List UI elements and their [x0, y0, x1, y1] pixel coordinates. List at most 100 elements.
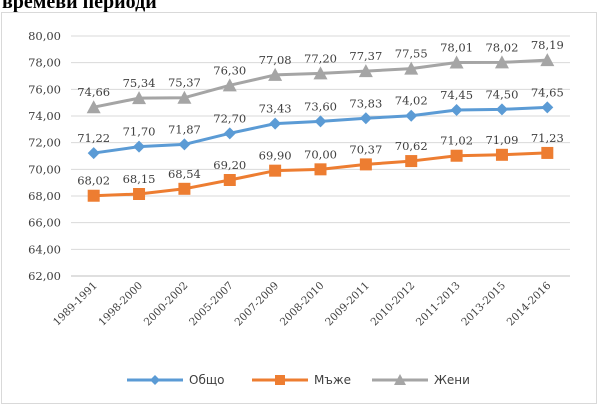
data-point-0	[405, 109, 418, 122]
data-point-0	[495, 103, 508, 116]
data-label-1: 68,02	[77, 174, 110, 188]
x-tick-label: 2013-2015	[459, 280, 508, 329]
data-point-1	[87, 189, 100, 202]
data-point-2	[494, 55, 509, 69]
y-tick-label: 68,00	[28, 189, 61, 203]
data-point-0	[541, 101, 554, 114]
legend-label-1: Мъже	[314, 373, 351, 387]
data-label-0: 71,87	[168, 122, 201, 136]
data-label-1: 71,09	[485, 133, 518, 147]
data-label-1: 68,54	[168, 167, 201, 181]
x-tick-label: 2011-2013	[414, 280, 463, 329]
x-tick-label: 2008-2010	[278, 280, 327, 329]
data-point-0	[314, 115, 327, 128]
data-point-2	[132, 91, 147, 105]
data-point-1	[223, 174, 236, 186]
data-point-0	[450, 104, 463, 116]
data-label-2: 78,02	[485, 40, 518, 54]
y-tick-label: 70,00	[28, 162, 61, 176]
data-labels: 71,22 71,70 71,87 72,70 73,43 73,60 73,83 74,02…	[77, 38, 564, 188]
data-point-0	[87, 147, 100, 160]
data-label-2: 78,19	[531, 38, 564, 52]
data-label-0: 74,02	[395, 94, 428, 108]
data-label-0: 71,22	[77, 131, 110, 145]
data-label-0: 71,70	[123, 125, 156, 139]
data-point-0	[359, 112, 372, 125]
data-point-2	[222, 78, 237, 92]
y-tick-label: 72,00	[28, 136, 61, 150]
x-tick-label: 2007-2009	[232, 280, 281, 329]
legend-marker-1	[275, 375, 285, 385]
data-label-0: 73,83	[349, 96, 382, 110]
legend-label-2: Жени	[434, 373, 470, 387]
y-tick-label: 64,00	[28, 242, 61, 256]
data-label-1: 70,00	[304, 147, 337, 161]
data-point-1	[541, 146, 554, 159]
data-point-1	[450, 149, 463, 162]
data-label-2: 77,55	[395, 47, 428, 61]
data-label-2: 76,30	[213, 63, 246, 77]
legend-marker-2	[394, 374, 406, 385]
data-label-1: 70,62	[395, 139, 428, 153]
chart-frame	[1, 12, 597, 404]
data-label-2: 75,37	[168, 76, 201, 90]
data-point-0	[223, 127, 236, 140]
data-label-1: 69,90	[259, 149, 292, 163]
x-tick-label: 2010-2012	[369, 280, 418, 329]
data-point-2	[540, 53, 555, 67]
data-point-2	[86, 100, 101, 114]
data-point-2	[358, 64, 373, 78]
data-label-0: 74,65	[531, 85, 564, 99]
y-tick-label: 78,00	[28, 56, 61, 70]
data-label-0: 74,50	[485, 87, 518, 101]
x-tick-label: 2014-2016	[505, 279, 554, 328]
y-tick-label: 62,00	[28, 269, 61, 283]
data-point-2	[313, 66, 328, 80]
x-tick-label: 2009-2011	[323, 280, 372, 329]
data-label-1: 69,20	[213, 158, 246, 172]
data-point-1	[359, 158, 372, 171]
chart-heading: времеви периоди	[2, 0, 157, 13]
y-tick-label: 74,00	[28, 109, 61, 123]
y-tick-label: 76,00	[28, 82, 61, 96]
legend-marker-0	[150, 375, 160, 385]
data-point-1	[133, 188, 146, 200]
series-line-0	[93, 105, 548, 155]
data-point-2	[404, 61, 419, 75]
x-tick-label: 2005-2007	[187, 280, 236, 329]
data-label-2: 77,37	[349, 49, 382, 63]
data-label-2: 75,34	[123, 76, 156, 90]
data-label-1: 71,02	[440, 134, 473, 148]
x-tick-label: 1998-2000	[96, 280, 145, 329]
data-label-0: 73,43	[259, 102, 292, 116]
data-label-2: 77,20	[304, 51, 337, 65]
data-label-0: 73,60	[304, 99, 337, 113]
legend-label-0: Общо	[189, 373, 225, 387]
data-point-2	[177, 90, 192, 104]
data-label-2: 77,08	[259, 53, 292, 67]
data-label-2: 78,01	[440, 41, 473, 55]
data-label-1: 71,23	[531, 131, 564, 145]
series-group	[86, 53, 555, 202]
data-label-0: 72,70	[213, 111, 246, 125]
data-point-2	[449, 55, 464, 69]
y-tick-label: 80,00	[28, 29, 61, 43]
x-tick-label: 1989-1991	[51, 280, 100, 329]
data-point-1	[269, 164, 282, 177]
data-point-1	[314, 163, 327, 176]
data-point-1	[405, 155, 418, 168]
data-point-0	[133, 140, 146, 153]
data-point-2	[268, 67, 283, 81]
y-axis: 62,00 64,00 66,00 68,00 70,00 72,00 74,00 76,00…	[28, 29, 61, 283]
data-point-1	[178, 182, 191, 195]
y-tick-label: 66,00	[28, 216, 61, 230]
data-label-1: 70,37	[349, 142, 382, 156]
x-tick-label: 2000-2002	[142, 280, 191, 329]
data-label-0: 74,45	[440, 88, 473, 102]
data-point-1	[495, 148, 508, 161]
legend: Общо Мъже Жени	[127, 373, 470, 387]
data-point-0	[269, 117, 282, 130]
data-label-2: 74,66	[77, 85, 110, 99]
data-point-0	[178, 138, 191, 151]
